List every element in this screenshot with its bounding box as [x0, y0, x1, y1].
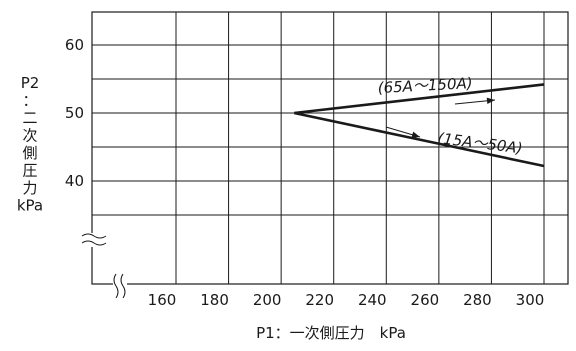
series-label-65a-150a: (65A〜150A) [377, 74, 473, 97]
x-tick-label: 180 [200, 291, 229, 309]
y-axis-label-char: kPa [17, 197, 43, 215]
x-tick-label: 280 [463, 291, 492, 309]
series: (65A〜150A)(15A〜50A) [294, 74, 545, 168]
y-break-mark-lower [81, 240, 107, 246]
x-tick-labels: 160 180 200 220 240 260 280 300 [148, 291, 545, 309]
axis-breaks [81, 233, 127, 299]
y-axis-label-char: 側 [22, 144, 37, 162]
series-line-0 [294, 83, 545, 115]
x-tick-label: 220 [305, 291, 334, 309]
x-break-mark-left [113, 273, 119, 299]
y-axis-label-char: 次 [22, 127, 37, 145]
y-tick-labels: 40 50 60 [65, 36, 84, 190]
x-tick-label: 300 [516, 291, 545, 309]
y-break-mark-upper [81, 233, 107, 239]
x-tick-label: 200 [253, 291, 282, 309]
y-axis-label-char: ： [22, 92, 37, 110]
arrow-lower-head [411, 131, 420, 138]
y-axis-label-char: P2 [21, 74, 40, 92]
x-tick-label: 260 [411, 291, 440, 309]
x-tick-label: 240 [358, 291, 387, 309]
y-tick-label: 50 [65, 104, 84, 122]
series-line-1 [294, 111, 545, 168]
x-break-mark-right [120, 273, 126, 299]
y-axis-label-char: 二 [22, 109, 37, 127]
plot-frame [91, 11, 569, 285]
x-axis-label: P1：一次側圧力 kPa [256, 324, 406, 342]
x-tick-label: 160 [148, 291, 177, 309]
grid [92, 12, 568, 284]
y-axis-label-char: 圧 [22, 162, 37, 180]
y-tick-label: 60 [65, 36, 84, 54]
y-axis-label-char: 力 [22, 179, 37, 197]
arrow-upper-head [486, 97, 495, 104]
y-tick-label: 40 [65, 172, 84, 190]
